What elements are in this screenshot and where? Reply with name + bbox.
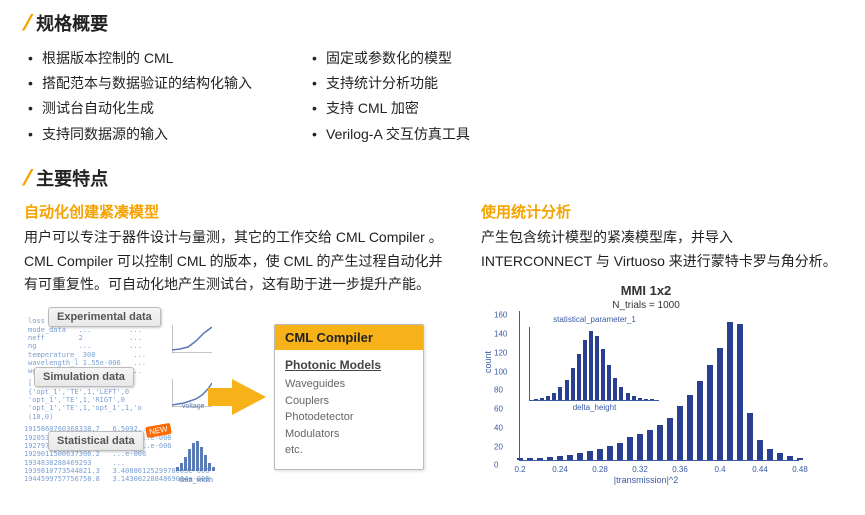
feature-right-col: 使用统计分析 产生包含统计模型的紧凑模型库，并导入 INTERCONNECT 与… bbox=[481, 201, 841, 487]
spec-bullet: 根据版本控制的 CML bbox=[28, 46, 252, 71]
cml-item: Modulators bbox=[285, 426, 413, 443]
cml-compiler-box: CML Compiler Photonic Models Waveguides … bbox=[274, 324, 424, 470]
spec-bullet: 支持统计分析功能 bbox=[312, 71, 470, 96]
chart-xlabel: |transmission|^2 bbox=[614, 475, 678, 485]
spec-bullet: 支持 CML 加密 bbox=[312, 96, 470, 121]
cml-header: CML Compiler bbox=[275, 325, 423, 350]
chart-title: MMI 1x2 bbox=[481, 283, 811, 298]
arrow-icon bbox=[232, 379, 266, 415]
specs-title: 规格概要 bbox=[36, 10, 108, 36]
inset-title: statistical_parameter_1 bbox=[553, 315, 636, 324]
spec-bullet: Verilog-A 交互仿真工具 bbox=[312, 122, 470, 147]
spec-bullet: 搭配范本与数据验证的结构化输入 bbox=[28, 71, 252, 96]
spec-bullet: 测试台自动化生成 bbox=[28, 96, 252, 121]
inset-xlabel: delta_height bbox=[573, 403, 617, 412]
chart-subtitle: N_trials = 1000 bbox=[481, 300, 811, 311]
features-heading: / 主要特点 bbox=[24, 165, 841, 191]
feature-right-body: 产生包含统计模型的紧凑模型库，并导入 INTERCONNECT 与 Virtuo… bbox=[481, 226, 841, 274]
features-title: 主要特点 bbox=[36, 165, 108, 191]
feature-left-title: 自动化创建紧凑模型 bbox=[24, 201, 449, 222]
spec-bullets-col1: 根据版本控制的 CML 搭配范本与数据验证的结构化输入 测试台自动化生成 支持同… bbox=[28, 46, 252, 147]
data-stack: loss cell array --- ... mode_data ... ..… bbox=[24, 307, 224, 487]
mini-xlabel: voltage bbox=[182, 403, 205, 410]
cml-item: etc. bbox=[285, 442, 413, 459]
feature-left-body: 用户可以专注于器件设计与量测，其它的工作交给 CML Compiler 。CML… bbox=[24, 226, 449, 297]
simulation-data-box: Simulation data bbox=[34, 367, 134, 387]
cml-item: Waveguides bbox=[285, 376, 413, 393]
mmi-chart: MMI 1x2 N_trials = 1000 count 0204060801… bbox=[481, 283, 811, 483]
spec-bullet: 支持同数据源的输入 bbox=[28, 122, 252, 147]
cml-item: Photodetector bbox=[285, 409, 413, 426]
mini-line-chart bbox=[172, 325, 212, 353]
cml-subhead: Photonic Models bbox=[285, 358, 413, 372]
slash-icon: / bbox=[22, 10, 33, 36]
mini-bottom-xlabel: data_width bbox=[179, 477, 213, 484]
statistical-data-box: Statistical data bbox=[48, 431, 144, 451]
feature-left-col: 自动化创建紧凑模型 用户可以专注于器件设计与量测，其它的工作交给 CML Com… bbox=[24, 201, 449, 487]
spec-bullets: 根据版本控制的 CML 搭配范本与数据验证的结构化输入 测试台自动化生成 支持同… bbox=[28, 46, 841, 147]
features-row: 自动化创建紧凑模型 用户可以专注于器件设计与量测，其它的工作交给 CML Com… bbox=[24, 201, 841, 487]
workflow-diagram: loss cell array --- ... mode_data ... ..… bbox=[24, 307, 449, 487]
inset-histogram: statistical_parameter_1 delta_height bbox=[529, 327, 659, 401]
specs-heading: / 规格概要 bbox=[24, 10, 841, 36]
spec-bullet: 固定或参数化的模型 bbox=[312, 46, 470, 71]
experimental-data-box: Experimental data bbox=[48, 307, 161, 327]
slash-icon: / bbox=[22, 165, 33, 191]
cml-item: Couplers bbox=[285, 393, 413, 410]
chart-ylabel: count bbox=[483, 351, 493, 373]
spec-bullets-col2: 固定或参数化的模型 支持统计分析功能 支持 CML 加密 Verilog-A 交… bbox=[312, 46, 470, 147]
feature-right-title: 使用统计分析 bbox=[481, 201, 841, 222]
mini-hist-chart bbox=[174, 437, 218, 473]
